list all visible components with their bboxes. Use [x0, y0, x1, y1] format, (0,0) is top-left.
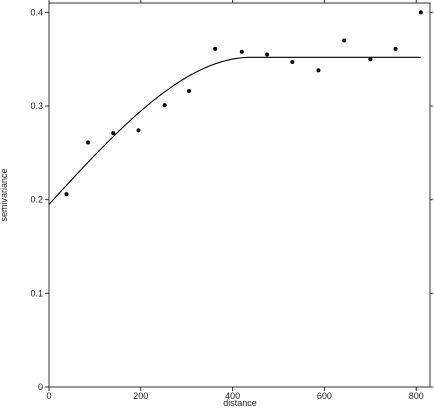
data-point	[290, 60, 295, 65]
x-tick-label: 400	[225, 391, 240, 401]
y-tick-label: 0.1	[30, 288, 43, 298]
x-axis-label: distance	[223, 398, 257, 408]
x-axis-ticks: 0 200 400 600 800	[46, 0, 424, 401]
x-tick-label: 200	[133, 391, 148, 401]
fitted-variogram-curve	[48, 56, 421, 205]
x-tick-label: 600	[317, 391, 332, 401]
data-point	[187, 89, 192, 94]
data-point	[393, 46, 398, 51]
data-point	[265, 52, 270, 57]
y-tick-label: 0.2	[30, 195, 43, 205]
series-layer	[48, 10, 423, 205]
y-tick-label: 0.3	[30, 101, 43, 111]
data-point	[418, 10, 423, 15]
x-tick-label: 0	[46, 391, 51, 401]
data-point	[86, 140, 91, 145]
data-point	[213, 46, 218, 51]
data-point	[136, 128, 141, 133]
y-tick-label: 0	[38, 382, 43, 392]
y-axis-ticks: 0 0.1 0.2 0.3 0.4	[30, 7, 433, 392]
x-tick-label: 800	[409, 391, 424, 401]
data-point	[111, 131, 116, 136]
data-point	[239, 49, 244, 54]
data-point	[368, 57, 373, 62]
y-tick-label: 0.4	[30, 7, 43, 17]
data-point	[162, 103, 167, 108]
data-point	[342, 38, 347, 43]
plot-frame	[48, 2, 431, 388]
y-axis-label: semivariance	[0, 168, 9, 221]
data-point	[316, 68, 321, 73]
data-point	[64, 192, 69, 197]
